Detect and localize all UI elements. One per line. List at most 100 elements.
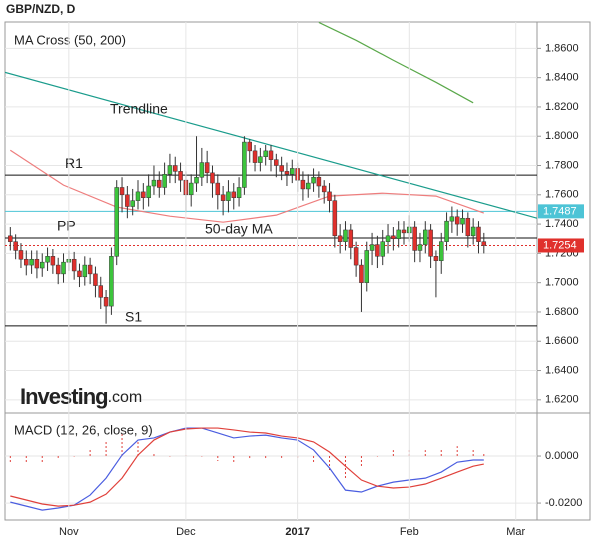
- candle-body: [449, 216, 455, 222]
- x-tick-label: Dec: [176, 526, 196, 538]
- y-tick-label: 1.6800: [545, 306, 579, 318]
- candle-body: [343, 229, 348, 242]
- candle-body: [151, 179, 157, 187]
- candle-body: [119, 187, 125, 196]
- candle-body: [231, 191, 237, 198]
- pivot-label: S1: [125, 309, 142, 325]
- candle-body: [412, 226, 417, 251]
- candle-body: [13, 241, 18, 251]
- overlay: 1.62001.64001.66001.68001.70001.72001.74…: [57, 42, 584, 509]
- candle-body: [337, 235, 343, 242]
- x-tick-label: Mar: [506, 526, 525, 538]
- pivot-label: R1: [65, 155, 83, 171]
- candle-body: [226, 191, 231, 201]
- candle-body: [433, 256, 439, 261]
- candle-body: [146, 185, 151, 198]
- y-tick-label: 1.7400: [545, 218, 579, 230]
- candle-body: [242, 141, 247, 188]
- candle-body: [114, 187, 119, 257]
- candle-body: [305, 182, 311, 190]
- candle-body: [93, 273, 98, 286]
- candle-body: [45, 256, 50, 263]
- candle-body: [279, 165, 284, 172]
- candle-body: [327, 191, 332, 201]
- candle-body: [34, 258, 40, 269]
- candle-body: [236, 187, 242, 198]
- candle-body: [417, 244, 423, 251]
- candle-body: [252, 150, 258, 163]
- candle-body: [178, 171, 183, 181]
- candle-body: [8, 235, 13, 242]
- y-tick-label: 1.6400: [545, 364, 579, 376]
- y-tick-label: 1.8600: [545, 42, 579, 54]
- candle-body: [396, 229, 401, 239]
- candle-body: [55, 264, 61, 275]
- header-title: GBP/NZD, D: [6, 2, 76, 16]
- candle-body: [274, 159, 279, 166]
- candle-body: [321, 185, 327, 193]
- candle-body: [263, 150, 268, 157]
- price-title: MA Cross (50, 200): [14, 32, 126, 47]
- candle-body: [24, 258, 29, 266]
- candle-body: [428, 229, 433, 257]
- candle-body: [364, 250, 370, 283]
- y-tick-label: 1.8000: [545, 130, 579, 142]
- candle-body: [77, 270, 82, 278]
- x-tick-label: Feb: [400, 526, 419, 538]
- candle-body: [109, 256, 114, 307]
- candle-body: [375, 244, 380, 257]
- candle-body: [332, 200, 338, 237]
- candle-body: [268, 150, 274, 160]
- candle-body: [204, 162, 210, 174]
- watermark-brand-text: Investing: [20, 384, 108, 409]
- y-tick-label: 1.7000: [545, 277, 579, 289]
- price-marker-label: 1.7254: [543, 239, 577, 251]
- candle-body: [423, 229, 428, 245]
- candle-body: [438, 241, 444, 261]
- y-tick-label: 1.6600: [545, 335, 579, 347]
- line-label: Trendline: [110, 101, 168, 117]
- watermark-brand: Investing.com: [20, 384, 142, 409]
- candle-body: [444, 220, 449, 242]
- candle-body: [290, 168, 295, 175]
- candle-body: [311, 176, 316, 184]
- x-tick-label: Nov: [59, 526, 79, 538]
- y-tick-label: 1.8400: [545, 72, 579, 84]
- candle-body: [157, 179, 162, 188]
- candle-body: [125, 194, 130, 207]
- candle-body: [141, 191, 146, 198]
- candle-body: [29, 258, 34, 266]
- line-label: 50-day MA: [205, 221, 273, 237]
- pivot-label: PP: [57, 218, 76, 234]
- candle-body: [380, 241, 385, 257]
- candle-body: [87, 264, 93, 275]
- candle-body: [470, 226, 476, 237]
- y-tick-label: 1.7600: [545, 189, 579, 201]
- y-tick-label: 1.6200: [545, 394, 579, 406]
- candle-body: [135, 191, 141, 201]
- candle-body: [353, 247, 359, 266]
- candle-body: [258, 156, 263, 163]
- x-tick-label: 2017: [285, 526, 309, 538]
- macd-line: [10, 427, 484, 507]
- y-tick-label: 1.8200: [545, 101, 579, 113]
- candle-body: [460, 217, 465, 225]
- candle-body: [359, 264, 364, 283]
- macd-plot: [5, 427, 537, 511]
- candle-body: [172, 165, 178, 172]
- y-tick-label: -0.0200: [545, 497, 582, 509]
- price-plot: [5, 22, 537, 401]
- candle-body: [454, 216, 460, 225]
- candle-body: [300, 179, 306, 190]
- candle-body: [61, 261, 66, 275]
- candle-body: [481, 241, 487, 246]
- y-tick-label: 1.7800: [545, 159, 579, 171]
- candle-body: [220, 194, 226, 201]
- candle-body: [215, 182, 221, 196]
- candle-body: [385, 235, 391, 242]
- candle-body: [247, 141, 252, 152]
- candle-body: [348, 229, 354, 248]
- candle-body: [162, 174, 167, 188]
- candle-body: [130, 200, 135, 207]
